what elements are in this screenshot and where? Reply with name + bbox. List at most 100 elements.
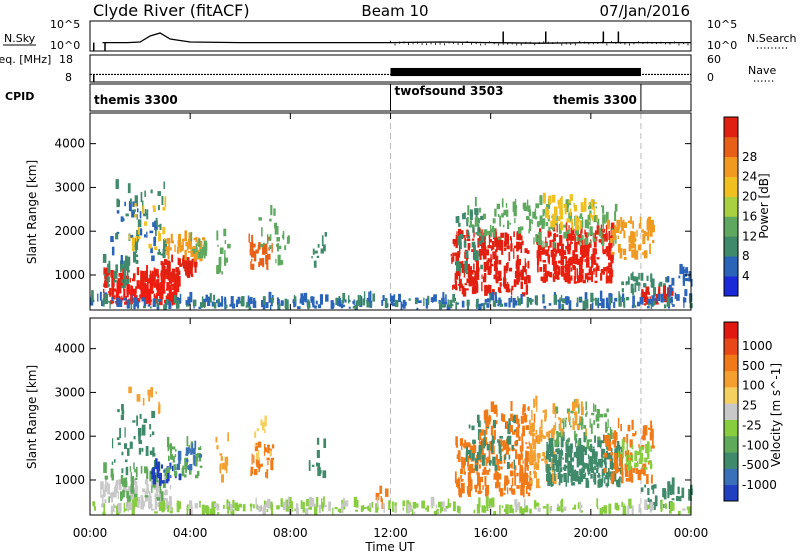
echo-cell [111, 461, 114, 465]
echo-cell [484, 302, 487, 305]
echo-cell [528, 228, 530, 234]
echo-cell [621, 439, 625, 450]
echo-cell [611, 467, 614, 470]
echo-cell [606, 473, 610, 479]
echo-cell [566, 218, 570, 223]
echo-cell [144, 209, 147, 217]
echo-cell [634, 238, 637, 242]
echo-cell [167, 254, 170, 260]
colorbar-frame [723, 116, 739, 297]
echo-cell [163, 502, 167, 511]
echo-cell [609, 238, 614, 243]
echo-cell [616, 219, 620, 230]
echo-cell [276, 237, 280, 242]
echo-cell [453, 284, 456, 288]
echo-cell [147, 278, 150, 282]
echo-cell [556, 448, 560, 455]
echo-cell [476, 414, 480, 423]
echo-cell [528, 225, 532, 231]
echo-cell [141, 447, 144, 452]
echo-cell [455, 234, 457, 243]
echo-cell [670, 287, 674, 292]
echo-cell [551, 239, 555, 243]
echo-cell [184, 261, 186, 272]
echo-cell [274, 225, 279, 235]
echo-cell [458, 278, 462, 288]
echo-cell [145, 446, 149, 456]
echo-cell [645, 296, 649, 305]
echo-cell [554, 273, 558, 280]
echo-cell [627, 505, 630, 514]
echo-cell [284, 245, 287, 250]
frequency-tick-top: 18 [59, 53, 73, 66]
echo-cell [509, 222, 512, 225]
echo-cell [559, 221, 563, 228]
echo-cell [455, 443, 458, 448]
echo-cell [500, 448, 504, 452]
echo-cell [382, 295, 385, 302]
echo-cell [566, 453, 569, 462]
echo-cell [630, 216, 632, 225]
echo-cell [191, 258, 194, 263]
echo-cell [269, 304, 272, 310]
echo-cell [527, 407, 530, 411]
echo-cell [136, 208, 139, 213]
echo-cell [120, 254, 123, 264]
echo-cell [602, 233, 606, 240]
echo-cell [251, 258, 253, 262]
echo-cell [614, 431, 618, 441]
echo-cell [573, 202, 575, 208]
echo-cell [640, 469, 645, 475]
echo-cell [504, 457, 507, 460]
echo-cell [93, 506, 96, 511]
echo-cell [500, 466, 503, 470]
echo-cell [174, 470, 178, 477]
echo-cell [607, 418, 609, 429]
echo-cell [647, 427, 652, 430]
echo-cell [148, 491, 151, 499]
echo-cell [632, 295, 635, 306]
echo-cell [641, 446, 644, 451]
echo-cell [641, 295, 645, 298]
echo-cell [155, 228, 157, 236]
echo-cell [563, 431, 565, 442]
echo-cell [553, 464, 555, 470]
echo-cell [461, 286, 465, 295]
echo-cell [319, 294, 323, 305]
echo-cell [516, 485, 520, 489]
echo-cell [135, 254, 139, 258]
echo-cell [601, 448, 604, 458]
echo-cell [621, 288, 624, 293]
echo-cell [320, 248, 324, 254]
echo-cell [588, 219, 590, 223]
echo-cell [195, 243, 198, 253]
echo-cell [566, 231, 570, 240]
echo-cell [175, 267, 180, 273]
echo-cell [134, 203, 137, 207]
echo-cell [571, 256, 573, 264]
echo-cell [545, 221, 549, 227]
echo-cell [603, 266, 607, 272]
echo-cell [474, 464, 478, 471]
echo-cell [376, 496, 379, 508]
echo-cell [669, 484, 672, 496]
echo-cell [502, 414, 506, 423]
nave-label: Nave [748, 64, 776, 77]
echo-cell [187, 269, 191, 277]
echo-cell [562, 299, 566, 304]
echo-cell [559, 297, 561, 304]
echo-cell [628, 465, 633, 477]
echo-cell [480, 264, 483, 270]
echo-cell [147, 304, 151, 307]
echo-cell [146, 475, 148, 485]
echo-cell [631, 305, 634, 309]
echo-cell [634, 462, 639, 467]
echo-cell [622, 251, 627, 256]
echo-cell [582, 268, 584, 274]
echo-cell [558, 456, 562, 467]
echo-cell [163, 239, 167, 250]
echo-cell [650, 278, 655, 288]
echo-cell [487, 230, 491, 235]
echo-cell [467, 205, 470, 216]
